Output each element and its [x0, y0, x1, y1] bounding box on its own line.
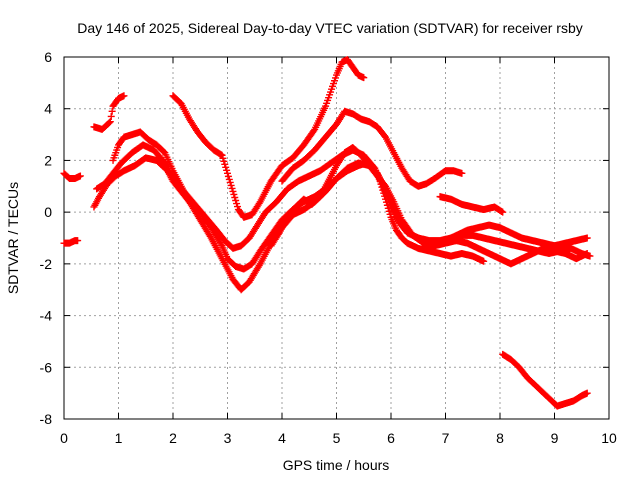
series-arc-1	[60, 169, 84, 183]
data-point	[76, 172, 84, 180]
data-point	[74, 237, 82, 245]
x-tick-labels: 0 1 2 3 4 5 6 7 8 9 10	[60, 430, 617, 446]
x-tick-label: 4	[278, 430, 286, 446]
y-tick-label: 4	[44, 101, 52, 117]
x-tick-label: 9	[551, 430, 559, 446]
series-arc-8	[278, 107, 466, 190]
data-point	[583, 389, 591, 397]
series-arc-7	[169, 56, 368, 221]
x-tick-label: 0	[60, 430, 68, 446]
x-tick-label: 6	[387, 430, 395, 446]
series-arc-11	[499, 350, 591, 410]
y-tick-label: -8	[40, 411, 53, 427]
series-arc-3	[90, 92, 128, 133]
x-tick-label: 3	[224, 430, 232, 446]
data-point	[480, 257, 488, 265]
data-markers	[60, 56, 594, 410]
x-tick-label: 1	[115, 430, 123, 446]
data-point	[274, 230, 282, 238]
x-tick-label: 2	[169, 430, 177, 446]
y-tick-label: 2	[44, 152, 52, 168]
y-tick-label: 0	[44, 204, 52, 220]
y-axis-label: SDTVAR / TECUs	[5, 182, 21, 294]
data-point	[120, 92, 128, 100]
data-point	[106, 118, 114, 126]
y-tick-label: -6	[40, 359, 53, 375]
x-axis-label: GPS time / hours	[283, 457, 390, 473]
chart-title: Day 146 of 2025, Sidereal Day-to-day VTE…	[77, 20, 583, 36]
data-point	[105, 119, 113, 127]
data-point	[458, 169, 466, 177]
axis-ticks	[63, 56, 610, 420]
x-tick-label: 10	[601, 430, 617, 446]
data-point	[583, 250, 591, 258]
y-tick-labels: -8 -6 -4 -2 0 2 4 6	[40, 49, 53, 427]
x-tick-label: 7	[442, 430, 450, 446]
data-point	[107, 112, 115, 120]
y-tick-label: -4	[40, 308, 53, 324]
data-point	[108, 107, 116, 115]
data-point	[310, 127, 318, 135]
data-point	[360, 74, 368, 82]
data-point	[583, 234, 591, 242]
x-tick-label: 8	[496, 430, 504, 446]
data-point	[499, 208, 507, 216]
x-tick-label: 5	[333, 430, 341, 446]
y-tick-label: -2	[40, 256, 53, 272]
series-arc-9	[267, 144, 591, 268]
series-arc-2	[60, 237, 82, 247]
series-arc-10	[436, 193, 507, 216]
y-tick-label: 6	[44, 49, 52, 65]
